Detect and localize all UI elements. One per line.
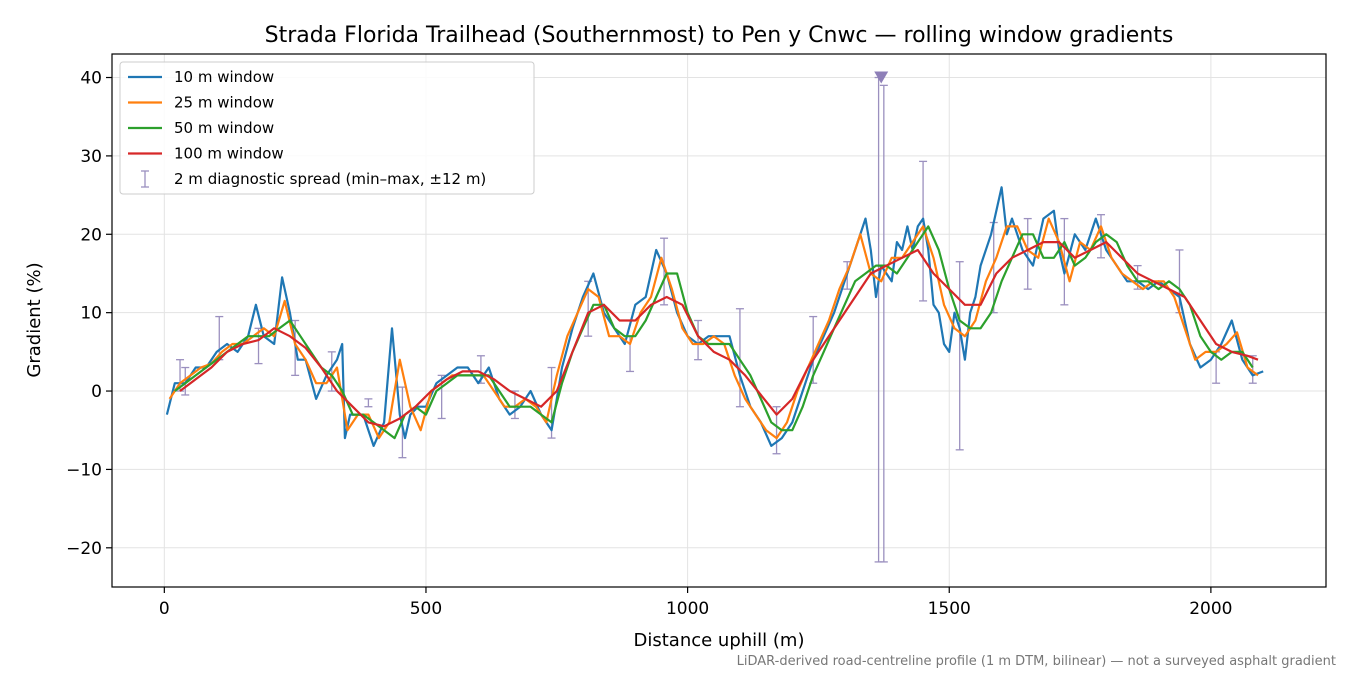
legend-entry: 2 m diagnostic spread (min–max, ±12 m) bbox=[141, 170, 486, 188]
spread-bar bbox=[1023, 217, 1032, 290]
legend-label: 10 m window bbox=[174, 68, 274, 86]
legend-label: 100 m window bbox=[174, 145, 284, 163]
x-axis-ticks: 0 500 1000 1500 2000 bbox=[159, 587, 1233, 619]
outlier-marker bbox=[874, 71, 889, 84]
spread-bar bbox=[694, 319, 703, 361]
chart-title: Strada Florida Trailhead (Southernmost) … bbox=[265, 23, 1174, 48]
spread-bar bbox=[879, 84, 888, 563]
y-tick-label: 0 bbox=[91, 382, 102, 402]
spread-bar bbox=[510, 390, 519, 420]
y-tick-label: 30 bbox=[80, 147, 102, 167]
x-tick-label: 0 bbox=[159, 599, 170, 619]
y-axis-ticks: −20 −10 0 10 20 30 40 bbox=[66, 69, 112, 559]
series-line-2 bbox=[168, 217, 1259, 440]
x-axis-label: Distance uphill (m) bbox=[634, 630, 805, 651]
spread-bar bbox=[364, 398, 373, 408]
y-tick-label: −20 bbox=[66, 539, 102, 559]
spread-bar bbox=[955, 261, 964, 451]
y-tick-label: 10 bbox=[80, 304, 102, 324]
series-line-1 bbox=[165, 186, 1264, 447]
x-tick-label: 2000 bbox=[1189, 599, 1232, 619]
spread-bar bbox=[181, 366, 190, 396]
plot-frame bbox=[111, 53, 1327, 588]
series-line-3 bbox=[174, 225, 1254, 440]
y-tick-label: −10 bbox=[66, 460, 102, 480]
footnote: LiDAR-derived road-centreline profile (1… bbox=[737, 654, 1336, 669]
y-tick-label: 40 bbox=[80, 69, 102, 89]
legend-label: 25 m window bbox=[174, 94, 274, 112]
legend-label: 2 m diagnostic spread (min–max, ±12 m) bbox=[174, 170, 486, 188]
x-tick-label: 500 bbox=[410, 599, 442, 619]
spread-bar bbox=[660, 237, 669, 306]
spread-bar bbox=[874, 76, 883, 563]
series-line-4 bbox=[179, 241, 1259, 428]
legend-label: 50 m window bbox=[174, 119, 274, 137]
x-tick-label: 1500 bbox=[928, 599, 971, 619]
legend-entry: 10 m window bbox=[128, 68, 274, 86]
legend-entry: 100 m window bbox=[128, 145, 284, 163]
series-lines bbox=[165, 186, 1264, 447]
y-axis-label: Gradient (%) bbox=[24, 262, 45, 377]
x-tick-label: 1000 bbox=[666, 599, 709, 619]
legend-entry: 25 m window bbox=[128, 94, 274, 112]
spread-bar bbox=[735, 308, 744, 408]
legend-box bbox=[119, 61, 535, 195]
legend-entry: 50 m window bbox=[128, 119, 274, 137]
spread-bar bbox=[919, 160, 928, 302]
legend: 10 m window 25 m window 50 m window 100 m w… bbox=[119, 61, 535, 195]
outlier-markers bbox=[874, 71, 889, 84]
y-tick-label: 20 bbox=[80, 225, 102, 245]
